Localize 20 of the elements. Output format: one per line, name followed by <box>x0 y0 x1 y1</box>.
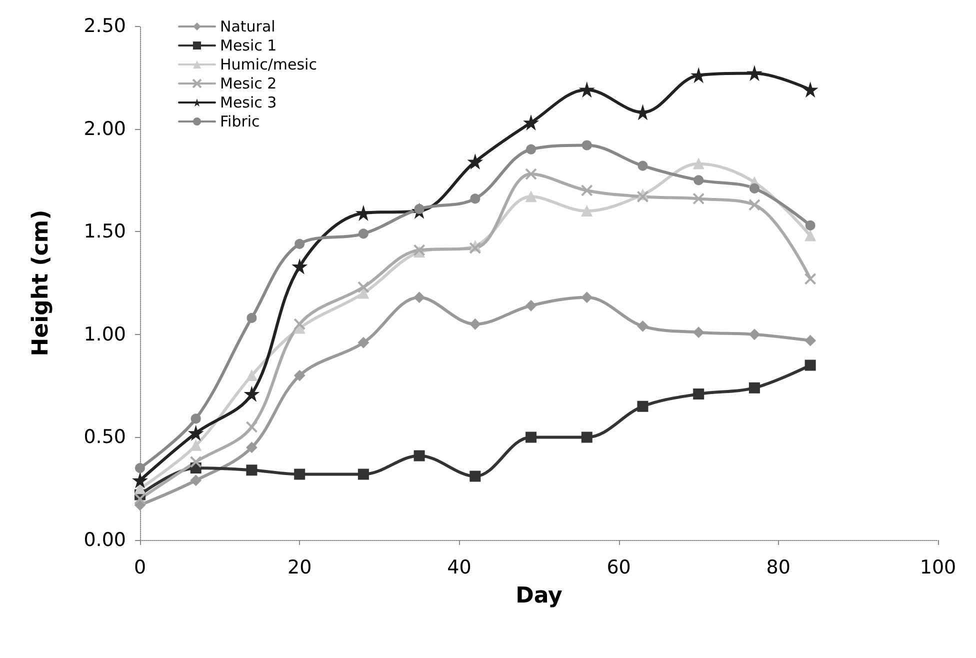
x-tick-label: 0 <box>134 556 146 578</box>
y-tick-label: 0.00 <box>84 529 126 551</box>
x-tick-label: 80 <box>766 556 790 578</box>
y-tick-label: 2.00 <box>84 118 126 140</box>
x-tick-label: 20 <box>288 556 312 578</box>
x-tick-label: 40 <box>447 556 472 578</box>
y-tick-label: 1.00 <box>84 323 126 346</box>
legend-label: Mesic 2 <box>220 74 277 92</box>
legend-label: Natural <box>220 18 276 36</box>
x-tick-label: 100 <box>920 556 956 578</box>
legend-label: Fibric <box>220 112 260 130</box>
y-tick-label: 0.50 <box>84 426 126 448</box>
y-tick-label: 2.50 <box>84 15 126 37</box>
legend-label: Mesic 1 <box>220 36 277 54</box>
legend-label: Mesic 3 <box>220 94 277 112</box>
y-axis-title: Height (cm) <box>28 210 54 356</box>
x-axis-title: Day <box>516 584 562 608</box>
y-tick-label: 1.50 <box>84 220 126 243</box>
x-tick-label: 60 <box>606 556 631 578</box>
legend-label: Humic/mesic <box>220 56 317 74</box>
